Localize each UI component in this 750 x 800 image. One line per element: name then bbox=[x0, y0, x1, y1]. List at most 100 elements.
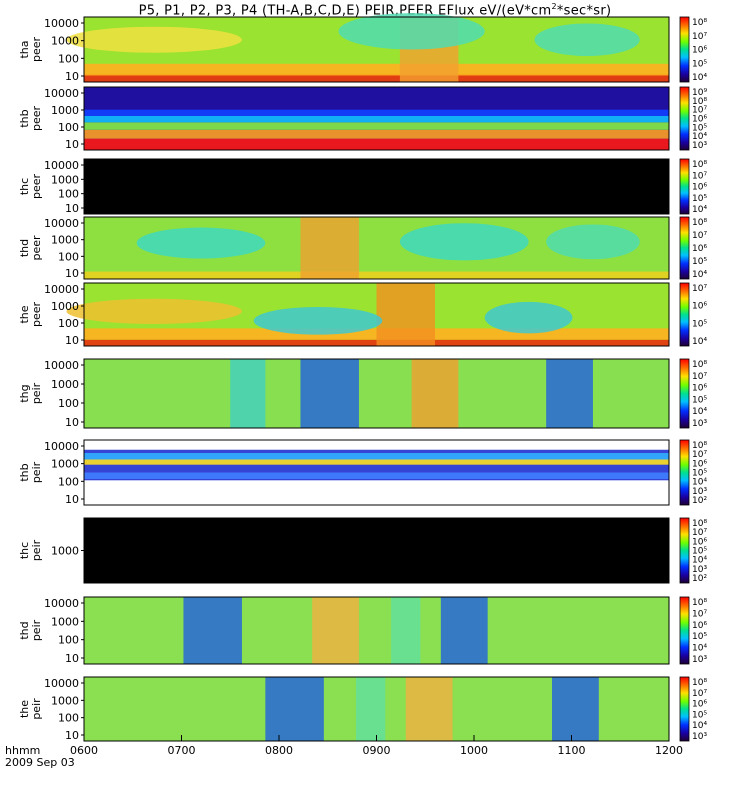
colorbar-tick-label: 10⁷ bbox=[692, 372, 707, 382]
flux-region bbox=[484, 301, 573, 334]
energy-band bbox=[84, 472, 669, 479]
y-tick-label: 1000 bbox=[51, 35, 79, 48]
panel-label-probe: thb bbox=[18, 463, 31, 481]
energy-band bbox=[84, 115, 669, 123]
panel-background bbox=[84, 518, 669, 583]
panel-frame bbox=[83, 158, 670, 215]
energy-band bbox=[84, 122, 669, 130]
colorbar-tick-label: 10⁶ bbox=[692, 700, 707, 710]
y-tick-label: 100 bbox=[58, 712, 79, 725]
colorbar-tick-label: 10⁶ bbox=[692, 459, 707, 469]
colorbar-tick-label: 10⁵ bbox=[692, 319, 707, 329]
colorbar-tick-label: 10⁷ bbox=[692, 528, 707, 538]
colorbar-tick-label: 10² bbox=[692, 574, 707, 584]
y-tick-label: 100 bbox=[58, 317, 79, 330]
colorbar-tick-label: 10⁵ bbox=[692, 632, 707, 642]
y-tick-label: 1000 bbox=[51, 458, 79, 471]
time-stripe bbox=[265, 677, 324, 741]
y-tick-label: 10000 bbox=[44, 87, 79, 100]
y-tick-label: 10000 bbox=[44, 677, 79, 690]
panel-label-instrument: peir bbox=[30, 619, 43, 641]
time-stripe bbox=[376, 283, 435, 346]
colorbar bbox=[679, 676, 690, 742]
colorbar bbox=[679, 439, 690, 506]
title-text-end: *sec*sr) bbox=[556, 3, 612, 19]
colorbar-tick-label: 10⁴ bbox=[692, 73, 707, 83]
x-tick-label: 1200 bbox=[655, 744, 683, 757]
panel-thd-peer: 10000 1000 100 10 thd peer 10⁸ 10⁷ 10⁶ 10⁵ 10⁴ bbox=[18, 216, 707, 280]
y-tick-label: 1000 bbox=[51, 173, 79, 186]
colorbar-tick-label: 10⁴ bbox=[692, 270, 707, 280]
panel-label-instrument: peir bbox=[30, 382, 43, 404]
y-tick-label: 10000 bbox=[44, 283, 79, 296]
time-stripe bbox=[312, 597, 359, 664]
colorbar-tick-label: 10⁴ bbox=[692, 337, 707, 347]
colorbar-tick-label: 10⁵ bbox=[692, 547, 707, 557]
colorbar-tick-label: 10⁸ bbox=[692, 441, 707, 451]
x-tick-label: 0800 bbox=[265, 744, 293, 757]
colorbar bbox=[679, 158, 690, 215]
y-tick-label: 10 bbox=[65, 202, 79, 215]
y-tick-label: 1000 bbox=[51, 300, 79, 313]
panel-the-peer: 10000 1000 100 10 the peer 10⁷ 10⁶ 10⁵ 10⁴ bbox=[18, 282, 707, 347]
colorbar-tick-label: 10⁷ bbox=[692, 231, 707, 241]
x-tick-label: 0700 bbox=[168, 744, 196, 757]
colorbar-tick-label: 10⁵ bbox=[692, 59, 707, 69]
flux-region bbox=[399, 223, 529, 261]
flux-region bbox=[136, 227, 266, 259]
energy-band bbox=[84, 74, 669, 82]
panel-label-instrument: peer bbox=[30, 235, 43, 261]
colorbar-tick-label: 10³ bbox=[692, 419, 707, 429]
colorbar bbox=[679, 358, 690, 429]
time-stripe bbox=[300, 217, 359, 279]
y-tick-label: 10000 bbox=[44, 217, 79, 230]
colorbar-tick-label: 10⁶ bbox=[692, 183, 707, 193]
colorbar-tick-label: 10² bbox=[692, 496, 707, 506]
x-tick-label: 0900 bbox=[363, 744, 391, 757]
panel-label-probe: thd bbox=[18, 239, 31, 257]
panel-label-instrument: peer bbox=[30, 37, 43, 63]
y-tick-label: 100 bbox=[58, 475, 79, 488]
colorbar-tick-label: 10⁸ bbox=[692, 678, 707, 688]
time-stripe bbox=[405, 677, 453, 741]
time-stripe bbox=[411, 359, 459, 428]
colorbar-tick-label: 10⁵ bbox=[692, 710, 707, 720]
colorbar-tick-label: 10⁶ bbox=[692, 302, 707, 312]
colorbar-tick-label: 10⁸ bbox=[692, 519, 707, 529]
y-tick-label: 100 bbox=[58, 52, 79, 65]
time-stripe bbox=[391, 597, 421, 664]
colorbar-tick-label: 10⁹ bbox=[692, 88, 707, 98]
flux-region bbox=[546, 224, 640, 260]
time-stripe bbox=[183, 597, 242, 664]
energy-band bbox=[84, 453, 669, 460]
panel-label-instrument: peir bbox=[30, 698, 43, 720]
y-tick-label: 10 bbox=[65, 70, 79, 83]
y-tick-label: 1000 bbox=[51, 104, 79, 117]
title-text: P5, P1, P2, P3, P4 (TH-A,B,C,D,E) PEIR,P… bbox=[138, 3, 552, 19]
y-tick-label: 10000 bbox=[44, 159, 79, 172]
colorbar bbox=[679, 216, 690, 280]
x-tick-label: 0600 bbox=[70, 744, 98, 757]
colorbar-tick-label: 10⁴ bbox=[692, 132, 707, 142]
colorbar-tick-label: 10⁸ bbox=[692, 97, 707, 107]
colorbar-tick-label: 10³ bbox=[692, 141, 707, 151]
panel-label-instrument: peer bbox=[30, 302, 43, 328]
y-tick-label: 10 bbox=[65, 138, 79, 151]
colorbar-tick-label: 10⁶ bbox=[692, 46, 707, 56]
energy-band bbox=[84, 63, 669, 76]
y-tick-label: 1000 bbox=[51, 615, 79, 628]
colorbar-tick-label: 10³ bbox=[692, 732, 707, 742]
panel-label-instrument: peir bbox=[30, 461, 43, 483]
colorbar-tick-label: 10⁴ bbox=[692, 407, 707, 417]
panel-label-instrument: peer bbox=[30, 106, 43, 132]
colorbar-tick-label: 10⁵ bbox=[692, 194, 707, 204]
panel-label-probe: the bbox=[18, 700, 31, 718]
panel-frame bbox=[83, 282, 670, 347]
colorbar bbox=[679, 86, 690, 151]
energy-band bbox=[84, 271, 669, 279]
y-tick-label: 1000 bbox=[51, 378, 79, 391]
